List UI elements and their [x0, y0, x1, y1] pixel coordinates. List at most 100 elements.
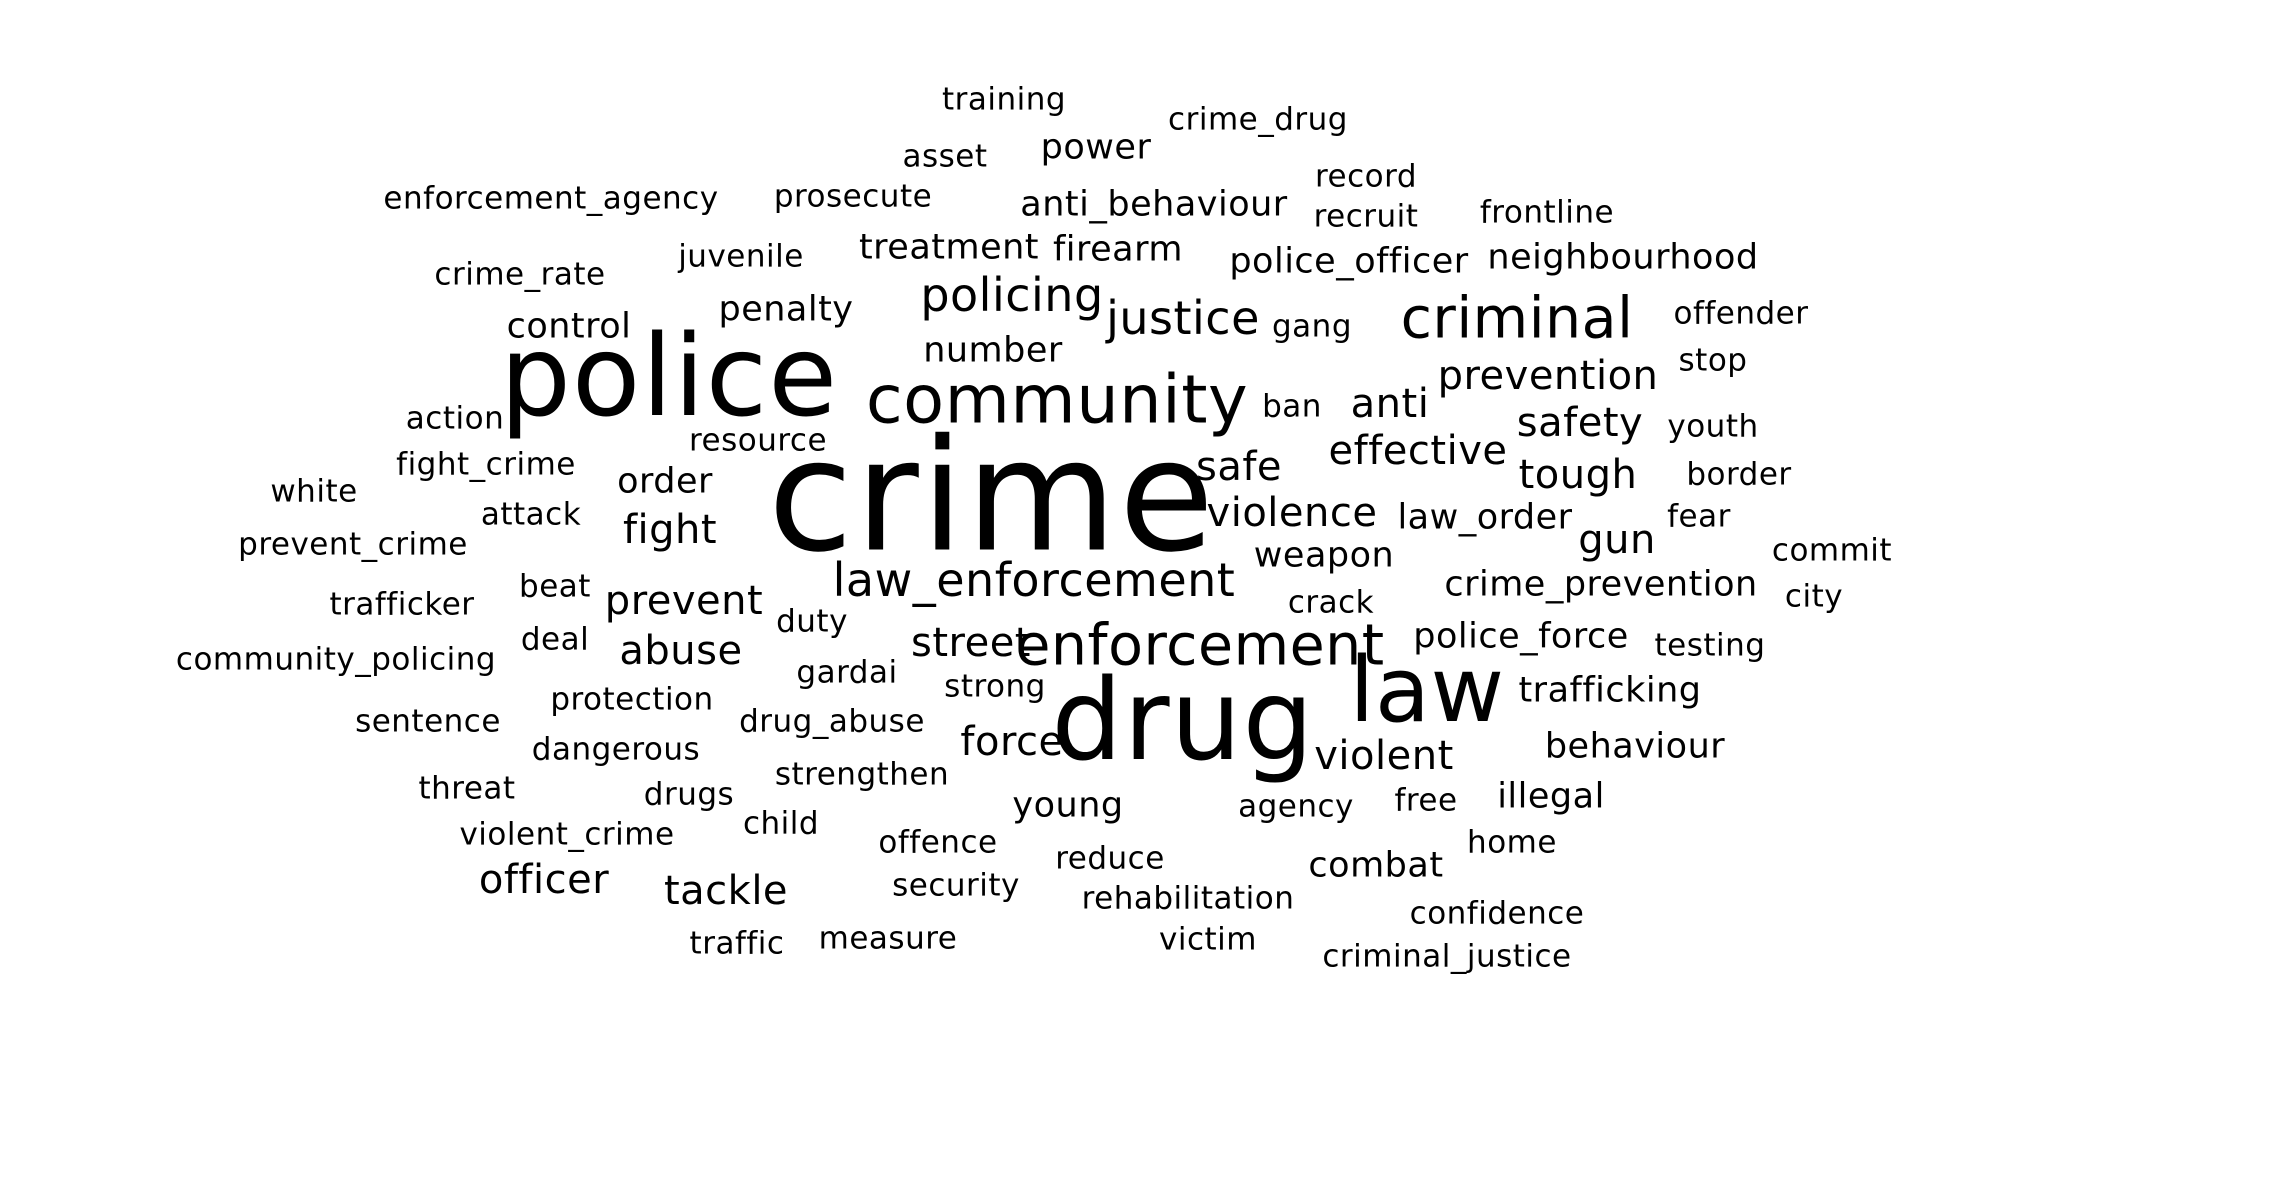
- word-dangerous: dangerous: [531, 731, 701, 768]
- word-measure: measure: [818, 920, 958, 957]
- word-youth: youth: [1667, 408, 1759, 445]
- word-strong: strong: [944, 668, 1046, 705]
- word-security: security: [892, 867, 1020, 904]
- word-ban: ban: [1262, 388, 1322, 425]
- word-law-enforcement: law_enforcement: [832, 553, 1236, 607]
- word-commit: commit: [1771, 532, 1893, 569]
- word-firearm: firearm: [1052, 229, 1184, 270]
- word-drug-abuse: drug_abuse: [739, 703, 925, 740]
- word-white: white: [270, 473, 358, 510]
- word-tackle: tackle: [663, 868, 789, 914]
- word-city: city: [1784, 578, 1844, 615]
- word-fight-crime: fight_crime: [396, 446, 576, 483]
- word-violent-crime: violent_crime: [459, 816, 675, 853]
- word-police-force: police_force: [1413, 616, 1629, 657]
- word-safety: safety: [1516, 400, 1644, 446]
- word-violence: violence: [1206, 490, 1378, 536]
- word-force: force: [960, 719, 1064, 765]
- word-officer: officer: [478, 857, 610, 903]
- word-offender: offender: [1673, 295, 1809, 332]
- word-attack: attack: [480, 496, 582, 533]
- word-trafficker: trafficker: [329, 586, 475, 623]
- word-record: record: [1314, 158, 1418, 195]
- word-safe: safe: [1195, 444, 1283, 490]
- word-anti-behaviour: anti_behaviour: [1020, 184, 1288, 225]
- word-order: order: [617, 461, 713, 502]
- word-agency: agency: [1238, 788, 1354, 825]
- word-tough: tough: [1518, 452, 1638, 498]
- word-deal: deal: [520, 621, 590, 658]
- word-frontline: frontline: [1479, 194, 1615, 231]
- word-crime-rate: crime_rate: [434, 256, 606, 293]
- word-policing: policing: [920, 268, 1104, 322]
- word-gardai: gardai: [796, 654, 898, 691]
- word-justice: justice: [1106, 291, 1260, 345]
- word-border: border: [1686, 456, 1792, 493]
- word-crime-prevention: crime_prevention: [1444, 564, 1758, 605]
- word-gang: gang: [1272, 308, 1352, 345]
- word-combat: combat: [1308, 845, 1444, 886]
- word-duty: duty: [776, 603, 848, 640]
- word-law: law: [1349, 638, 1505, 743]
- word-sentence: sentence: [355, 703, 501, 740]
- word-street: street: [911, 620, 1031, 666]
- word-victim: victim: [1159, 921, 1257, 958]
- word-treatment: treatment: [858, 227, 1040, 268]
- word-drugs: drugs: [643, 776, 735, 813]
- word-police: police: [499, 312, 839, 442]
- word-criminal: criminal: [1400, 285, 1634, 352]
- word-crime-drug: crime_drug: [1168, 101, 1348, 138]
- word-stop: stop: [1678, 342, 1748, 379]
- word-confidence: confidence: [1409, 895, 1585, 932]
- word-prevent: prevent: [604, 578, 764, 624]
- word-crack: crack: [1287, 584, 1375, 621]
- word-police-officer: police_officer: [1229, 241, 1469, 282]
- word-recruit: recruit: [1313, 198, 1419, 235]
- word-weapon: weapon: [1253, 535, 1395, 576]
- word-penalty: penalty: [718, 289, 854, 330]
- word-testing: testing: [1654, 627, 1766, 664]
- word-trafficking: trafficking: [1518, 670, 1702, 711]
- word-strengthen: strengthen: [774, 756, 950, 793]
- word-behaviour: behaviour: [1544, 726, 1726, 767]
- word-prosecute: prosecute: [773, 178, 933, 215]
- word-power: power: [1040, 127, 1152, 168]
- word-law-order: law_order: [1397, 497, 1573, 538]
- word-offence: offence: [878, 824, 998, 861]
- word-young: young: [1012, 785, 1124, 826]
- word-enforcement: enforcement: [1015, 612, 1385, 679]
- word-rehabilitation: rehabilitation: [1081, 880, 1295, 917]
- word-criminal-justice: criminal_justice: [1322, 938, 1572, 975]
- word-traffic: traffic: [689, 925, 785, 962]
- word-community: community: [865, 360, 1249, 439]
- word-beat: beat: [519, 568, 591, 605]
- word-anti: anti: [1350, 381, 1430, 427]
- word-drug: drug: [1051, 656, 1315, 786]
- word-prevent-crime: prevent_crime: [238, 526, 468, 563]
- word-effective: effective: [1328, 428, 1508, 474]
- word-home: home: [1467, 824, 1557, 861]
- word-gun: gun: [1578, 517, 1656, 563]
- word-fight: fight: [622, 507, 718, 553]
- word-illegal: illegal: [1497, 776, 1605, 817]
- word-training: training: [941, 81, 1067, 118]
- word-prevention: prevention: [1437, 353, 1659, 399]
- word-asset: asset: [902, 138, 988, 175]
- word-abuse: abuse: [619, 628, 743, 674]
- word-fear: fear: [1667, 498, 1731, 535]
- word-action: action: [405, 400, 505, 437]
- word-community-policing: community_policing: [175, 641, 497, 678]
- word-number: number: [923, 330, 1063, 371]
- word-protection: protection: [550, 681, 714, 718]
- word-child: child: [742, 805, 820, 842]
- word-neighbourhood: neighbourhood: [1487, 237, 1759, 278]
- word-free: free: [1394, 782, 1458, 819]
- word-resource: resource: [688, 422, 828, 459]
- word-juvenile: juvenile: [678, 238, 804, 275]
- word-reduce: reduce: [1055, 840, 1165, 877]
- word-crime: crime: [767, 405, 1217, 587]
- word-enforcement-agency: enforcement_agency: [383, 180, 719, 217]
- word-threat: threat: [418, 770, 516, 807]
- word-violent: violent: [1314, 733, 1454, 779]
